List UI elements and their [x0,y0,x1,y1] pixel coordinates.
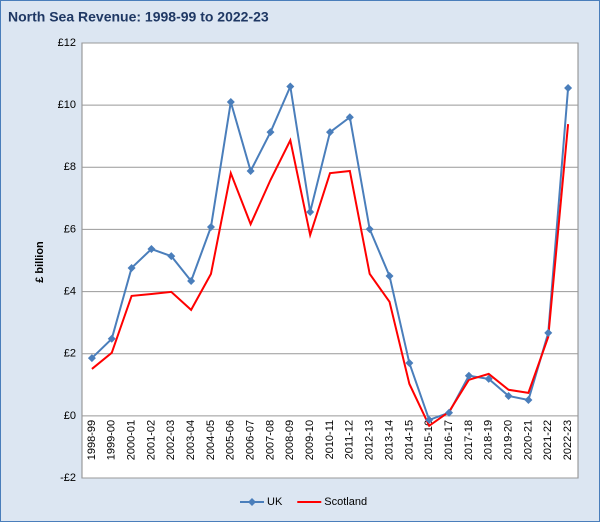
series-line [91,124,570,428]
legend-marker [248,498,256,506]
marker [286,82,295,91]
x-tick-label: 2013-14 [383,420,395,460]
x-tick-label: 2021-22 [542,420,554,460]
marker [206,222,215,231]
x-tick-label: 2002-03 [165,420,177,460]
x-tick-label: 2001-02 [145,420,157,460]
y-axis-label: £ billion [34,241,46,283]
x-tick-label: 2016-17 [443,420,455,460]
y-tick-label: £10 [58,99,76,111]
x-tick-label: 2022-23 [562,420,574,460]
y-tick-label: £12 [58,37,76,49]
marker [87,354,96,363]
marker [187,277,196,286]
marker [266,128,275,137]
x-tick-label: 2012-13 [364,420,376,460]
x-tick-label: 2015-16 [423,420,435,460]
marker [246,167,255,176]
marker [167,252,176,261]
x-tick-label: 2006-07 [245,420,257,460]
legend-label: Scotland [324,496,367,508]
y-tick-label: £0 [64,410,76,422]
marker [306,208,315,217]
legend-label: UK [267,496,283,508]
marker [226,98,235,107]
marker [425,415,434,424]
chart-title: North Sea Revenue: 1998-99 to 2022-23 [8,9,269,25]
y-tick-label: £2 [64,348,76,360]
marker [326,128,334,137]
x-tick-label: 2019-20 [502,420,514,460]
marker [504,391,513,400]
x-tick-label: 2003-04 [185,420,197,460]
x-tick-label: 2017-18 [463,420,475,460]
x-tick-label: 2010-11 [324,420,336,460]
marker [385,272,394,281]
x-tick-label: 2009-10 [304,420,316,460]
marker [524,396,533,405]
marker [147,245,156,254]
marker [464,371,473,380]
x-tick-label: 2007-08 [264,420,276,460]
marker [365,225,374,234]
marker [345,113,354,122]
y-tick-label: £4 [64,285,76,297]
marker [564,84,573,93]
y-tick-label: £6 [64,223,76,235]
marker [445,408,454,417]
x-tick-label: 2018-19 [483,420,495,460]
marker [484,374,493,383]
marker [405,359,414,368]
marker [107,334,116,343]
y-tick-label: £8 [64,161,76,173]
x-tick-label: 2011-12 [344,420,356,460]
marker [544,328,553,337]
x-tick-label: 2008-09 [284,420,296,460]
x-tick-label: 1998-99 [86,420,98,460]
x-tick-label: 2020-21 [522,420,534,460]
x-tick-label: 2000-01 [126,420,138,460]
plot-area [81,42,579,479]
x-tick-label: 1999-00 [106,420,118,460]
x-tick-label: 2014-15 [403,420,415,460]
x-tick-label: 2005-06 [225,420,237,460]
marker [127,263,136,272]
y-tick-label: -£2 [60,472,76,484]
x-tick-label: 2004-05 [205,420,217,460]
